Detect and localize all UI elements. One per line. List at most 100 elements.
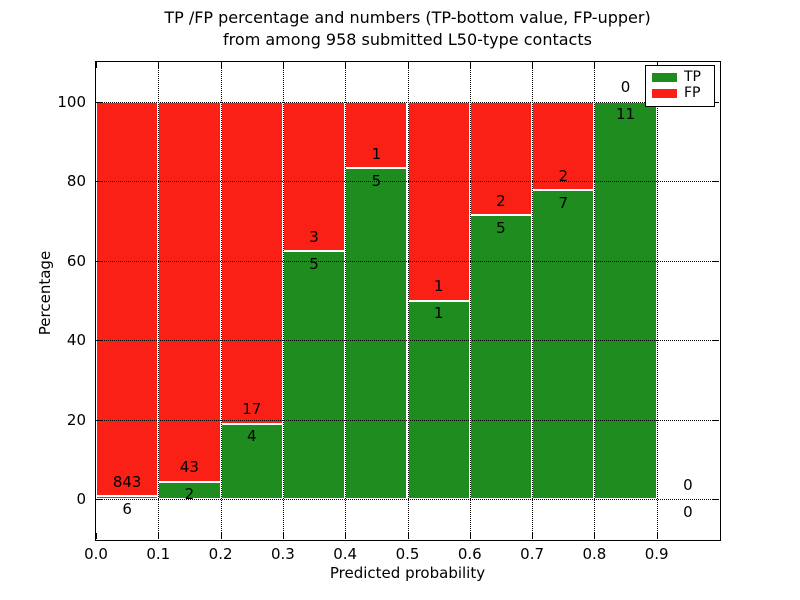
fp-count-label: 17	[242, 400, 262, 419]
x-tick-label: 0.9	[644, 545, 669, 563]
x-tick-mark-top	[220, 62, 222, 68]
x-tick-mark	[345, 533, 347, 539]
fp-count-label: 2	[558, 166, 569, 185]
grid-line-vertical	[158, 62, 160, 539]
tp-count-label: 5	[371, 171, 382, 190]
x-tick-mark-top	[469, 62, 471, 68]
tp-count-label: 7	[558, 193, 569, 212]
bar-fp-segment	[220, 101, 283, 424]
y-tick-mark-right	[713, 340, 719, 342]
x-tick-label: 0.5	[395, 545, 420, 563]
x-tick-mark	[469, 533, 471, 539]
fp-count-label: 43	[179, 458, 199, 477]
grid-line-vertical	[220, 62, 222, 539]
y-tick-mark	[96, 499, 102, 501]
y-tick-mark-right	[713, 499, 719, 501]
tp-count-label: 0	[683, 502, 693, 521]
tp-color-swatch	[652, 72, 677, 82]
legend-item-fp: FP	[646, 85, 714, 101]
x-tick-label: 0.3	[270, 545, 295, 563]
bar-tp-segment	[532, 190, 595, 500]
fp-count-label: 3	[309, 227, 319, 246]
x-tick-label: 0.1	[146, 545, 171, 563]
plot-area: 843 6 43 2 17 4 3 5 1 5 1 1 2 5 2 7 0 11 0 0	[96, 62, 719, 539]
y-tick-mark	[96, 419, 102, 421]
y-tick-mark-right	[713, 419, 719, 421]
bar-fp-segment	[282, 101, 346, 251]
y-tick-label: 0	[76, 490, 86, 509]
bar-tp-segment	[594, 101, 657, 500]
tp-count-label: 6	[122, 500, 132, 519]
bar-fp-segment	[407, 101, 470, 301]
bar-tp-segment	[345, 168, 408, 500]
x-tick-label: 0.6	[457, 545, 482, 563]
bar-tp-segment	[282, 250, 346, 500]
bar-tp-segment	[220, 423, 283, 500]
fp-count-label: 2	[496, 192, 506, 210]
tp-count-label: 5	[309, 254, 319, 273]
tp-count-label: 2	[184, 485, 195, 504]
grid-line-vertical	[469, 62, 471, 539]
x-tick-label: 0.7	[520, 545, 545, 563]
x-tick-mark	[407, 533, 409, 539]
chart-title-line2: from among 958 submitted L50-type contac…	[223, 30, 592, 49]
y-tick-label: 40	[66, 331, 86, 350]
legend-label-tp: TP	[684, 69, 701, 85]
y-tick-mark-right	[713, 101, 719, 103]
x-tick-mark-top	[282, 62, 284, 68]
tp-count-label: 11	[616, 105, 636, 124]
x-tick-label: 0.0	[84, 545, 108, 563]
x-tick-mark-top	[158, 62, 160, 68]
x-tick-mark	[158, 533, 160, 539]
legend: TP FP	[645, 65, 715, 107]
y-tick-label: 100	[57, 92, 86, 111]
x-tick-mark-top	[96, 62, 97, 68]
bar-fp-segment	[96, 101, 159, 497]
x-axis-label: Predicted probability	[329, 564, 486, 582]
x-tick-mark	[532, 533, 534, 539]
x-tick-mark-top	[407, 62, 409, 68]
grid-line-vertical	[407, 62, 409, 539]
fp-count-label: 0	[620, 78, 631, 97]
x-tick-mark-top	[532, 62, 534, 68]
bar-fp-segment	[158, 101, 221, 482]
tp-count-label: 1	[433, 304, 444, 323]
y-tick-label: 60	[66, 251, 86, 270]
y-axis-label: Percentage	[36, 250, 54, 336]
x-tick-label: 0.4	[333, 545, 358, 563]
x-tick-mark	[282, 533, 284, 539]
bar-tp-segment	[96, 496, 159, 500]
grid-line-vertical	[282, 62, 284, 539]
y-tick-mark-right	[713, 260, 719, 262]
tp-count-label: 4	[246, 427, 257, 446]
fp-count-label: 0	[683, 475, 693, 494]
y-tick-mark	[96, 260, 102, 262]
bar-tp-segment	[469, 215, 533, 500]
y-tick-mark	[96, 101, 102, 103]
chart-title-line1: TP /FP percentage and numbers (TP-bottom…	[164, 8, 651, 27]
y-tick-label: 20	[66, 410, 86, 429]
x-tick-mark-top	[345, 62, 347, 68]
fp-count-label: 843	[112, 473, 142, 492]
y-tick-mark-right	[713, 181, 719, 183]
tp-count-label: 5	[496, 219, 506, 238]
grid-line-vertical	[594, 62, 596, 539]
chart-title: TP /FP percentage and numbers (TP-bottom…	[96, 7, 719, 51]
fp-color-swatch	[652, 88, 677, 98]
x-tick-mark-top	[594, 62, 596, 68]
fp-count-label: 1	[433, 277, 444, 296]
y-tick-mark	[96, 340, 102, 342]
x-tick-mark	[96, 533, 97, 539]
x-tick-mark	[656, 533, 658, 539]
x-tick-mark	[594, 533, 596, 539]
legend-item-tp: TP	[646, 69, 714, 85]
x-tick-mark	[220, 533, 222, 539]
legend-label-fp: FP	[684, 85, 701, 101]
grid-line-vertical	[532, 62, 534, 539]
bar-tp-segment	[407, 300, 470, 500]
x-tick-label: 0.8	[582, 545, 607, 563]
fp-count-label: 1	[371, 144, 382, 163]
x-tick-label: 0.2	[208, 545, 233, 563]
y-tick-mark	[96, 181, 102, 183]
